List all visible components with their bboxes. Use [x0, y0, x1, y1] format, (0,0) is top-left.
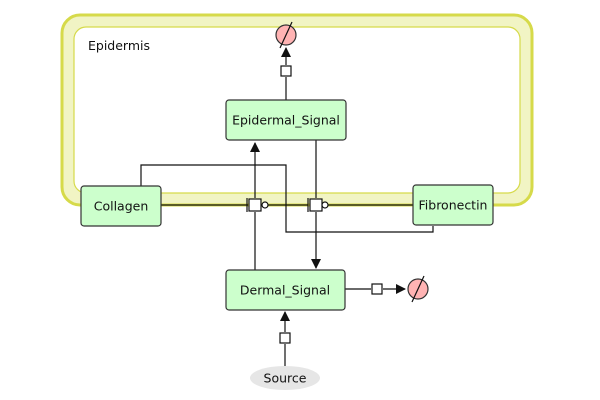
sink-top[interactable] — [275, 21, 297, 49]
node-source-ellipse — [250, 366, 320, 390]
process-nodes — [246, 65, 383, 344]
sink-right-slash — [411, 275, 425, 303]
node-epidermal-signal-label: Epidermal_Signal — [232, 113, 340, 128]
process-node-dermal-degradation[interactable] — [371, 283, 383, 295]
transition-node-right[interactable] — [307, 198, 329, 212]
node-source[interactable]: Source — [250, 366, 320, 390]
node-fibronectin-label: Fibronectin — [419, 198, 488, 213]
node-epidermal-signal-box — [225, 99, 347, 141]
node-collagen-box — [80, 185, 162, 227]
node-collagen[interactable]: Collagen — [80, 185, 162, 227]
node-dermal-signal[interactable]: Dermal_Signal — [225, 269, 346, 311]
sink-top-slash — [279, 21, 293, 49]
node-fibronectin-box — [412, 184, 494, 226]
transition-right-box — [309, 198, 323, 212]
node-epidermal-signal[interactable]: Epidermal_Signal — [225, 99, 347, 141]
node-collagen-label: Collagen — [94, 199, 149, 214]
transition-left-box — [248, 198, 262, 212]
process-node-epidermal-degradation[interactable] — [280, 65, 292, 77]
compartment-label: Epidermis — [88, 38, 150, 53]
edges — [140, 47, 434, 366]
node-dermal-signal-box — [225, 269, 346, 311]
sink-right[interactable] — [407, 275, 429, 303]
process-node-source-production[interactable] — [279, 332, 291, 344]
node-dermal-signal-label: Dermal_Signal — [240, 283, 330, 298]
transition-left-modifier-circle — [261, 201, 269, 209]
node-source-label: Source — [264, 371, 307, 386]
transition-node-left[interactable] — [246, 198, 269, 212]
edge-collagen-top-connector — [140, 164, 434, 233]
node-fibronectin[interactable]: Fibronectin — [412, 184, 494, 226]
transition-right-modifier-circle — [321, 201, 329, 209]
